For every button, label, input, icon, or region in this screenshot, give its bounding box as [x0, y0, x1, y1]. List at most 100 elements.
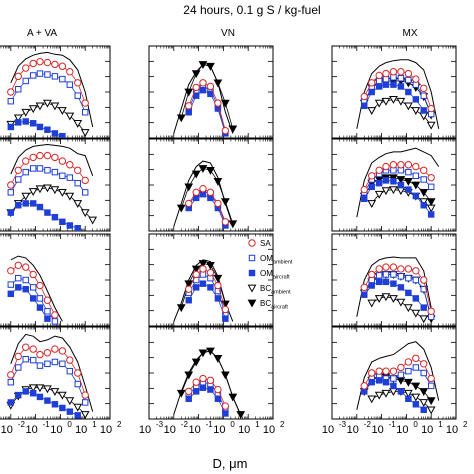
- column-title-left: A + VA: [27, 28, 57, 39]
- data-point-OMa: [36, 295, 44, 302]
- data-point-OMa: [59, 360, 66, 368]
- data-point-SA: [397, 265, 405, 273]
- data-point-BCa: [65, 192, 75, 201]
- data-point-BCa: [43, 184, 52, 193]
- data-point-OMa: [7, 281, 15, 288]
- data-point-BCc: [191, 358, 201, 367]
- data-point-OMc: [368, 378, 375, 386]
- series-line-OMa: [363, 169, 432, 193]
- data-point-SA: [412, 354, 420, 362]
- data-point-OMc: [420, 304, 427, 311]
- data-point-BCa: [57, 189, 67, 197]
- data-point-OMc: [420, 202, 427, 209]
- x-tick-exponent: 0: [230, 420, 235, 429]
- data-point-SA: [368, 369, 376, 377]
- data-point-SA: [185, 285, 193, 293]
- panel: [331, 45, 457, 139]
- data-point-SA: [360, 92, 368, 101]
- data-point-OMc: [214, 295, 222, 302]
- data-point-SA: [382, 69, 390, 78]
- data-point-BCc: [206, 347, 215, 356]
- data-point-SA: [43, 296, 52, 304]
- series-line-BCc: [180, 63, 234, 129]
- data-point-SA: [427, 307, 435, 315]
- data-point-OMc: [207, 90, 214, 98]
- data-point-SA: [368, 270, 376, 279]
- data-point-OMa: [390, 375, 397, 382]
- data-point-BCc: [184, 88, 194, 97]
- data-point-BCa: [367, 299, 377, 308]
- data-point-SA: [397, 161, 405, 169]
- panel: [0, 138, 111, 232]
- data-point-OMa: [412, 172, 420, 180]
- data-point-OMa: [412, 364, 420, 371]
- data-point-OMc: [420, 406, 427, 414]
- series-line-total: [356, 147, 440, 218]
- legend-label-subscript: ambient: [271, 290, 291, 296]
- data-point-BCc: [198, 165, 208, 173]
- data-point-OMc: [51, 213, 59, 221]
- data-point-SA: [58, 347, 67, 355]
- data-point-SA: [66, 356, 74, 364]
- data-point-BCa: [403, 102, 413, 111]
- x-tick-exponent: 2: [280, 420, 285, 429]
- data-point-OMa: [15, 364, 22, 371]
- data-point-OMc: [44, 397, 51, 404]
- data-point-SA: [221, 305, 230, 314]
- data-point-SA: [22, 157, 30, 165]
- data-point-OMa: [405, 367, 412, 375]
- data-point-BCa: [419, 315, 429, 324]
- data-point-OMc: [15, 202, 22, 209]
- data-point-SA: [74, 369, 82, 377]
- data-point-OMc: [74, 412, 81, 419]
- data-point-OMc: [412, 96, 420, 103]
- x-tick-exponent: 1: [92, 420, 97, 429]
- data-point-SA: [29, 59, 37, 68]
- data-point-BCc: [176, 304, 186, 313]
- data-point-OMa: [15, 176, 22, 183]
- data-point-OMc: [397, 388, 405, 395]
- data-point-OMc: [368, 88, 375, 96]
- data-point-SA: [375, 265, 383, 273]
- data-point-OMa: [7, 189, 15, 196]
- legend-label-subscript: ambient: [273, 260, 293, 266]
- data-point-OMc: [382, 81, 390, 88]
- data-point-OMc: [375, 179, 383, 187]
- data-point-SA: [14, 72, 22, 81]
- panel-series: [356, 256, 436, 324]
- data-point-BCc: [191, 265, 201, 274]
- data-point-SA: [192, 188, 200, 197]
- data-point-BCa: [419, 198, 429, 207]
- data-point-SA: [29, 153, 37, 162]
- data-point-OMc: [22, 388, 29, 395]
- data-point-OMc: [390, 280, 397, 287]
- data-point-BCa: [367, 107, 377, 115]
- data-point-SA: [14, 352, 22, 361]
- data-point-BCc: [236, 411, 246, 419]
- x-tick-label: 10: [347, 424, 359, 436]
- data-point-BCc: [228, 125, 238, 134]
- data-point-BCc: [191, 170, 201, 179]
- data-point-BCc: [176, 204, 186, 213]
- data-point-OMa: [44, 167, 51, 174]
- data-point-OMc: [36, 393, 44, 401]
- data-point-OMa: [81, 399, 89, 406]
- series-line-OMa: [363, 367, 432, 390]
- data-point-SA: [199, 374, 207, 383]
- x-tick-label: 10: [188, 424, 200, 436]
- data-point-BCc: [389, 174, 398, 183]
- data-point-OMc: [66, 408, 74, 415]
- x-tick-label: 10: [396, 424, 408, 436]
- legend-label: OMambient: [260, 254, 293, 266]
- data-point-SA: [397, 363, 405, 372]
- data-point-BCc: [411, 382, 421, 391]
- data-point-OMc: [29, 120, 37, 127]
- panel-series: [356, 147, 440, 218]
- series-line-total: [10, 333, 94, 412]
- data-point-SA: [420, 360, 428, 368]
- data-point-BCa: [389, 96, 398, 104]
- data-point-SA: [43, 349, 52, 357]
- data-point-OMa: [74, 380, 81, 388]
- data-point-BCc: [220, 198, 230, 207]
- data-point-SA: [74, 166, 82, 174]
